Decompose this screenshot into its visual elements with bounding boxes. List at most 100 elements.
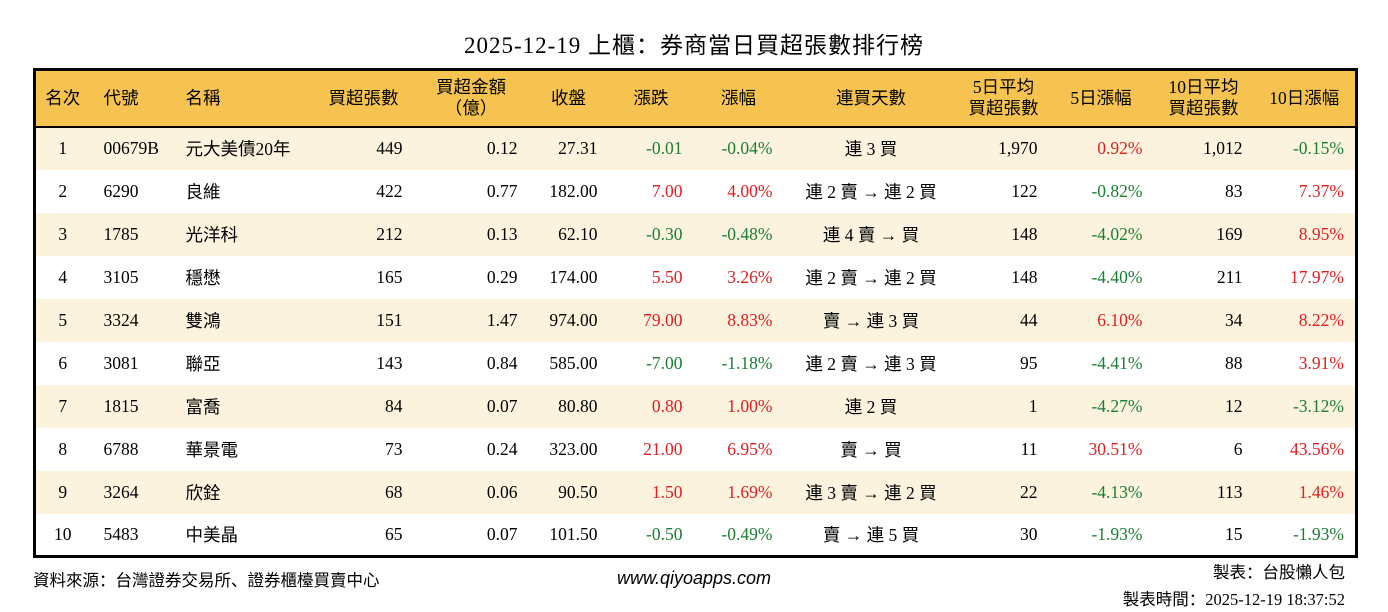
cell-name: 穩懋	[185, 267, 221, 288]
cell-change: 79.00	[643, 309, 683, 330]
cell-change: -0.30	[646, 223, 683, 244]
cell-volume: 212	[376, 223, 403, 244]
cell-volume: 73	[385, 438, 403, 459]
cell-amount: 0.06	[486, 481, 518, 502]
cell-streak: 賣 → 連 3 買	[822, 310, 920, 331]
cell-streak: 連 2 買	[844, 396, 898, 417]
table-row: 4 3105 穩懋 165 0.29 174.00 5.50 3.26% 連 2 賣 → 連 2…	[34, 255, 1357, 299]
cell-change_pct: 3.26%	[727, 266, 773, 287]
cell-name: 富喬	[185, 396, 221, 417]
cell-avg5: 22	[1020, 481, 1038, 502]
cell-volume: 143	[376, 352, 403, 373]
cell-avg5: 1,970	[998, 138, 1038, 158]
cell-avg5: 1	[1028, 395, 1038, 416]
cell-streak: 連 2 賣 → 連 3 買	[805, 353, 937, 374]
cell-name: 光洋科	[185, 224, 239, 245]
cell-change_pct: -0.48%	[721, 223, 773, 244]
cell-avg10: 15	[1225, 523, 1243, 544]
cell-pct10: 17.97%	[1290, 266, 1344, 287]
cell-rank: 1	[58, 138, 68, 158]
cell-avg10: 34	[1225, 309, 1243, 330]
column-header-code: 代號	[89, 69, 172, 128]
cell-avg5: 148	[1011, 266, 1038, 287]
cell-change_pct: 1.00%	[727, 395, 773, 416]
cell-close: 101.50	[549, 523, 598, 544]
cell-pct5: 30.51%	[1088, 438, 1143, 459]
cell-rank: 7	[58, 395, 68, 416]
cell-avg5: 148	[1011, 223, 1038, 244]
cell-name: 欣銓	[185, 482, 221, 503]
table-row: 2 6290 良維 422 0.77 182.00 7.00 4.00% 連 2 賣 → 連 2…	[34, 169, 1357, 213]
table-row: 10 5483 中美晶 65 0.07 101.50 -0.50 -0.49% 賣 → 連 5 …	[34, 513, 1357, 557]
cell-pct10: -3.12%	[1292, 395, 1344, 416]
cell-amount: 0.24	[486, 438, 518, 459]
cell-avg10: 1,012	[1203, 138, 1243, 158]
cell-pct10: -0.15%	[1292, 138, 1344, 158]
cell-code: 6290	[103, 180, 139, 201]
cell-amount: 0.84	[486, 352, 518, 373]
cell-close: 974.00	[549, 309, 598, 330]
cell-streak: 連 2 賣 → 連 2 買	[805, 181, 937, 202]
cell-volume: 68	[385, 481, 403, 502]
column-header-change: 漲跌	[608, 69, 694, 128]
cell-streak: 賣 → 買	[840, 439, 902, 460]
cell-avg10: 169	[1216, 223, 1243, 244]
cell-code: 1815	[103, 395, 139, 416]
column-header-pct5: 5日漲幅	[1048, 69, 1154, 128]
cell-rank: 4	[58, 266, 68, 287]
cell-change: 21.00	[643, 438, 683, 459]
column-header-rank: 名次	[34, 69, 90, 128]
cell-change: -0.50	[646, 523, 683, 544]
column-header-name: 名稱	[171, 69, 314, 128]
footer-made-at: 製表時間：2025-12-19 18:37:52	[1122, 590, 1345, 609]
cell-avg5: 11	[1020, 438, 1038, 459]
footer-maker: 製表：台股懶人包	[1213, 563, 1345, 582]
table-row: 6 3081 聯亞 143 0.84 585.00 -7.00 -1.18% 連 2 賣 → 連…	[34, 341, 1357, 385]
cell-volume: 151	[376, 309, 403, 330]
cell-pct5: 0.92%	[1097, 138, 1143, 158]
cell-close: 80.80	[558, 395, 598, 416]
cell-pct5: -0.82%	[1091, 180, 1143, 201]
cell-avg10: 83	[1225, 180, 1243, 201]
cell-close: 62.10	[558, 223, 598, 244]
table-row: 9 3264 欣銓 68 0.06 90.50 1.50 1.69% 連 3 賣 → 連 2 買…	[34, 470, 1357, 514]
cell-code: 5483	[103, 523, 139, 544]
cell-code: 6788	[103, 438, 139, 459]
cell-name: 華景電	[185, 439, 239, 460]
table-row: 8 6788 華景電 73 0.24 323.00 21.00 6.95% 賣 → 買 11 30.…	[34, 427, 1357, 471]
table-row: 3 1785 光洋科 212 0.13 62.10 -0.30 -0.48% 連 4 賣 → 買…	[34, 212, 1357, 256]
cell-name: 元大美債20年	[185, 139, 291, 159]
cell-pct5: -1.93%	[1091, 523, 1143, 544]
cell-name: 雙鴻	[185, 310, 221, 331]
cell-avg10: 6	[1233, 438, 1243, 459]
cell-pct10: 43.56%	[1290, 438, 1344, 459]
cell-avg5: 122	[1011, 180, 1038, 201]
cell-change: -7.00	[646, 352, 683, 373]
cell-close: 174.00	[549, 266, 598, 287]
cell-rank: 5	[58, 309, 68, 330]
cell-amount: 1.47	[486, 309, 518, 330]
cell-volume: 449	[376, 138, 403, 158]
footer-source: 資料來源：台灣證券交易所、證券櫃檯買賣中心	[33, 571, 380, 590]
table-row: 5 3324 雙鴻 151 1.47 974.00 79.00 8.83% 賣 → 連 3 買 4…	[34, 298, 1357, 342]
cell-pct5: 6.10%	[1097, 309, 1143, 330]
table-header-row: 名次 代號 名稱 買超張數 買超金額 （億） 收盤 漲跌 漲幅 連買天數 5日平均 買超張數 5日漲幅 1…	[34, 69, 1357, 128]
cell-volume: 84	[385, 395, 403, 416]
cell-change: 0.80	[651, 395, 683, 416]
cell-pct10: 8.22%	[1298, 309, 1344, 330]
cell-name: 良維	[185, 181, 221, 202]
cell-pct10: -1.93%	[1292, 523, 1344, 544]
cell-pct10: 1.46%	[1298, 481, 1344, 502]
column-header-avg10: 10日平均 買超張數	[1153, 69, 1254, 128]
cell-close: 323.00	[549, 438, 598, 459]
cell-streak: 連 3 買	[844, 139, 898, 159]
cell-pct5: -4.27%	[1091, 395, 1143, 416]
cell-rank: 9	[58, 481, 68, 502]
cell-rank: 2	[58, 180, 68, 201]
cell-volume: 65	[385, 523, 403, 544]
cell-avg5: 30	[1020, 523, 1038, 544]
cell-close: 27.31	[558, 138, 598, 158]
cell-amount: 0.07	[486, 395, 518, 416]
cell-avg10: 211	[1216, 266, 1243, 287]
cell-streak: 賣 → 連 5 買	[822, 524, 920, 545]
